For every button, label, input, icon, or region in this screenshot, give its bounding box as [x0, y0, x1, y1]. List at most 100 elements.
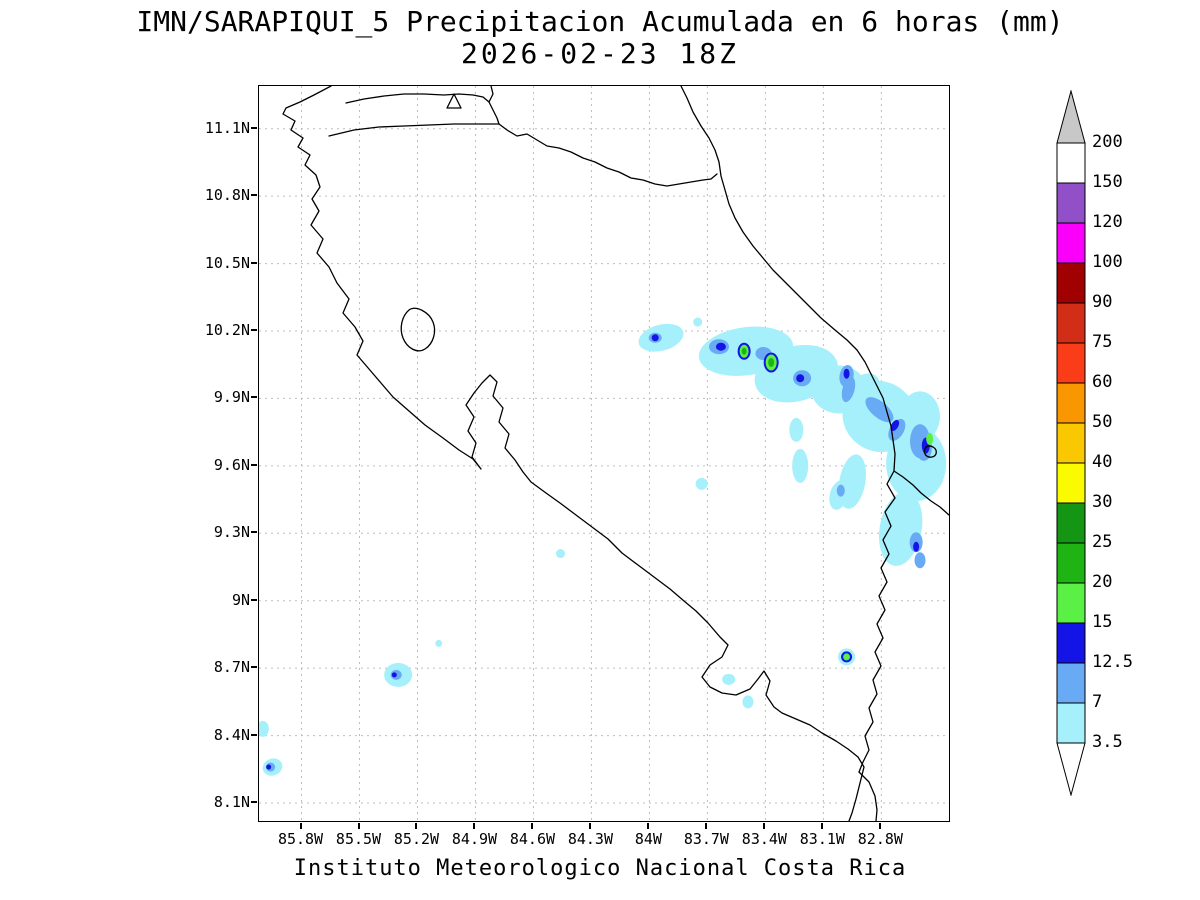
- colorbar-level-label: 90: [1092, 292, 1113, 312]
- colorbar-level-label: 50: [1092, 412, 1113, 432]
- precip-cell: [259, 720, 269, 737]
- colorbar-level-label: 12.5: [1092, 652, 1133, 672]
- x-axis-tick: [415, 823, 418, 829]
- x-axis-tick-label: 83.7W: [683, 830, 729, 848]
- colorbar-level-label: 20: [1092, 572, 1113, 592]
- precip-cell: [741, 347, 747, 355]
- precip-cell: [796, 374, 805, 383]
- colorbar-level-label: 150: [1092, 172, 1123, 192]
- colorbar-level-label: 25: [1092, 532, 1113, 552]
- colorbar-level-label: 60: [1092, 372, 1113, 392]
- x-axis-tick-label: 84W: [634, 830, 662, 848]
- precip-cell: [865, 397, 894, 423]
- precip-cell: [722, 673, 736, 685]
- map-plot-area: [258, 85, 950, 822]
- y-axis-tick-label: 8.1N: [213, 793, 250, 812]
- x-axis-tick: [879, 823, 882, 829]
- y-axis-tick-label: 9.6N: [213, 455, 250, 474]
- colorbar-band: [1056, 182, 1086, 224]
- y-axis-tick: [251, 329, 257, 331]
- precip-cell: [843, 653, 851, 661]
- precip-cell: [836, 484, 845, 497]
- x-axis-tick-label: 82.8W: [857, 830, 903, 848]
- precip-cell: [914, 552, 926, 569]
- y-axis-tick: [251, 531, 257, 534]
- colorbar-level-label: 120: [1092, 212, 1123, 232]
- coastline-path: [446, 93, 462, 109]
- x-axis-tick: [473, 823, 476, 829]
- precip-cell: [742, 695, 754, 709]
- y-axis-tick: [251, 666, 257, 669]
- coastline-path: [680, 86, 949, 516]
- y-axis-tick-label: 11.1N: [204, 118, 250, 137]
- colorbar-band: [1056, 502, 1086, 544]
- x-axis-tick-label: 85.2W: [393, 830, 440, 848]
- y-axis-tick-label: 9N: [231, 590, 250, 609]
- y-axis-tick: [251, 261, 257, 264]
- colorbar-band: [1056, 702, 1086, 744]
- x-axis-tick: [821, 823, 824, 829]
- colorbar: [1056, 89, 1086, 800]
- coastline-path: [345, 93, 500, 125]
- colorbar-band: [1056, 142, 1086, 184]
- colorbar-svg: [1056, 89, 1086, 797]
- colorbar-band: [1056, 342, 1086, 384]
- figure-caption: Instituto Meteorologico Nacional Costa R…: [293, 856, 907, 881]
- y-axis-tick: [251, 801, 257, 804]
- colorbar-band: [1056, 662, 1086, 704]
- precip-cell: [890, 419, 900, 431]
- y-axis-tick: [251, 194, 257, 197]
- coastline-path: [488, 86, 494, 103]
- precip-cell: [651, 334, 659, 342]
- colorbar-level-label: 3.5: [1092, 732, 1123, 752]
- precip-cell: [266, 764, 272, 770]
- x-axis-tick-label: 84.6W: [509, 830, 556, 848]
- x-axis-tick: [357, 823, 360, 829]
- chart-subtitle: 2026-02-23 18Z: [460, 37, 739, 70]
- colorbar-arrow-top: [1056, 89, 1086, 144]
- precip-cell: [556, 549, 566, 559]
- precip-cell: [693, 317, 703, 327]
- colorbar-band: [1056, 382, 1086, 424]
- y-axis-tick: [251, 463, 257, 466]
- y-axis-tick-label: 9.9N: [213, 388, 250, 407]
- colorbar-band: [1056, 262, 1086, 304]
- x-axis-tick-label: 84.3W: [567, 830, 613, 848]
- y-axis-tick-label: 10.8N: [204, 186, 250, 205]
- y-axis-tick: [251, 733, 257, 736]
- y-axis-tick-label: 8.4N: [213, 725, 250, 744]
- colorbar-band: [1056, 422, 1086, 464]
- y-axis-tick: [251, 598, 257, 601]
- precip-cell: [792, 448, 809, 483]
- precip-cell: [843, 368, 850, 379]
- y-axis-tick-label: 10.2N: [204, 321, 250, 339]
- colorbar-band: [1056, 542, 1086, 584]
- precip-cell: [715, 342, 726, 351]
- colorbar-arrow-bottom: [1056, 742, 1086, 797]
- y-axis-tick-label: 8.7N: [213, 658, 250, 677]
- colorbar-band: [1056, 622, 1086, 664]
- y-axis-tick: [251, 126, 257, 129]
- precip-cell: [695, 477, 708, 490]
- precip-cell: [841, 376, 856, 403]
- map-svg: [259, 86, 949, 821]
- precip-cell: [391, 672, 397, 678]
- precip-cell: [913, 541, 920, 552]
- precip-cell: [926, 432, 934, 445]
- y-axis-tick-label: 9.3N: [213, 523, 250, 542]
- coastline-path: [282, 86, 865, 821]
- x-axis-tick-label: 85.8W: [277, 830, 324, 848]
- coastline-path: [328, 123, 718, 187]
- colorbar-level-label: 100: [1092, 252, 1123, 272]
- x-axis-tick-label: 84.9W: [451, 830, 498, 848]
- colorbar-level-label: 200: [1092, 132, 1123, 152]
- x-axis-tick: [763, 823, 766, 829]
- colorbar-band: [1056, 222, 1086, 264]
- x-axis-tick: [531, 823, 534, 829]
- colorbar-level-label: 15: [1092, 612, 1113, 632]
- colorbar-level-label: 7: [1092, 692, 1103, 712]
- x-axis-tick: [647, 823, 650, 829]
- coastline-path: [400, 307, 436, 352]
